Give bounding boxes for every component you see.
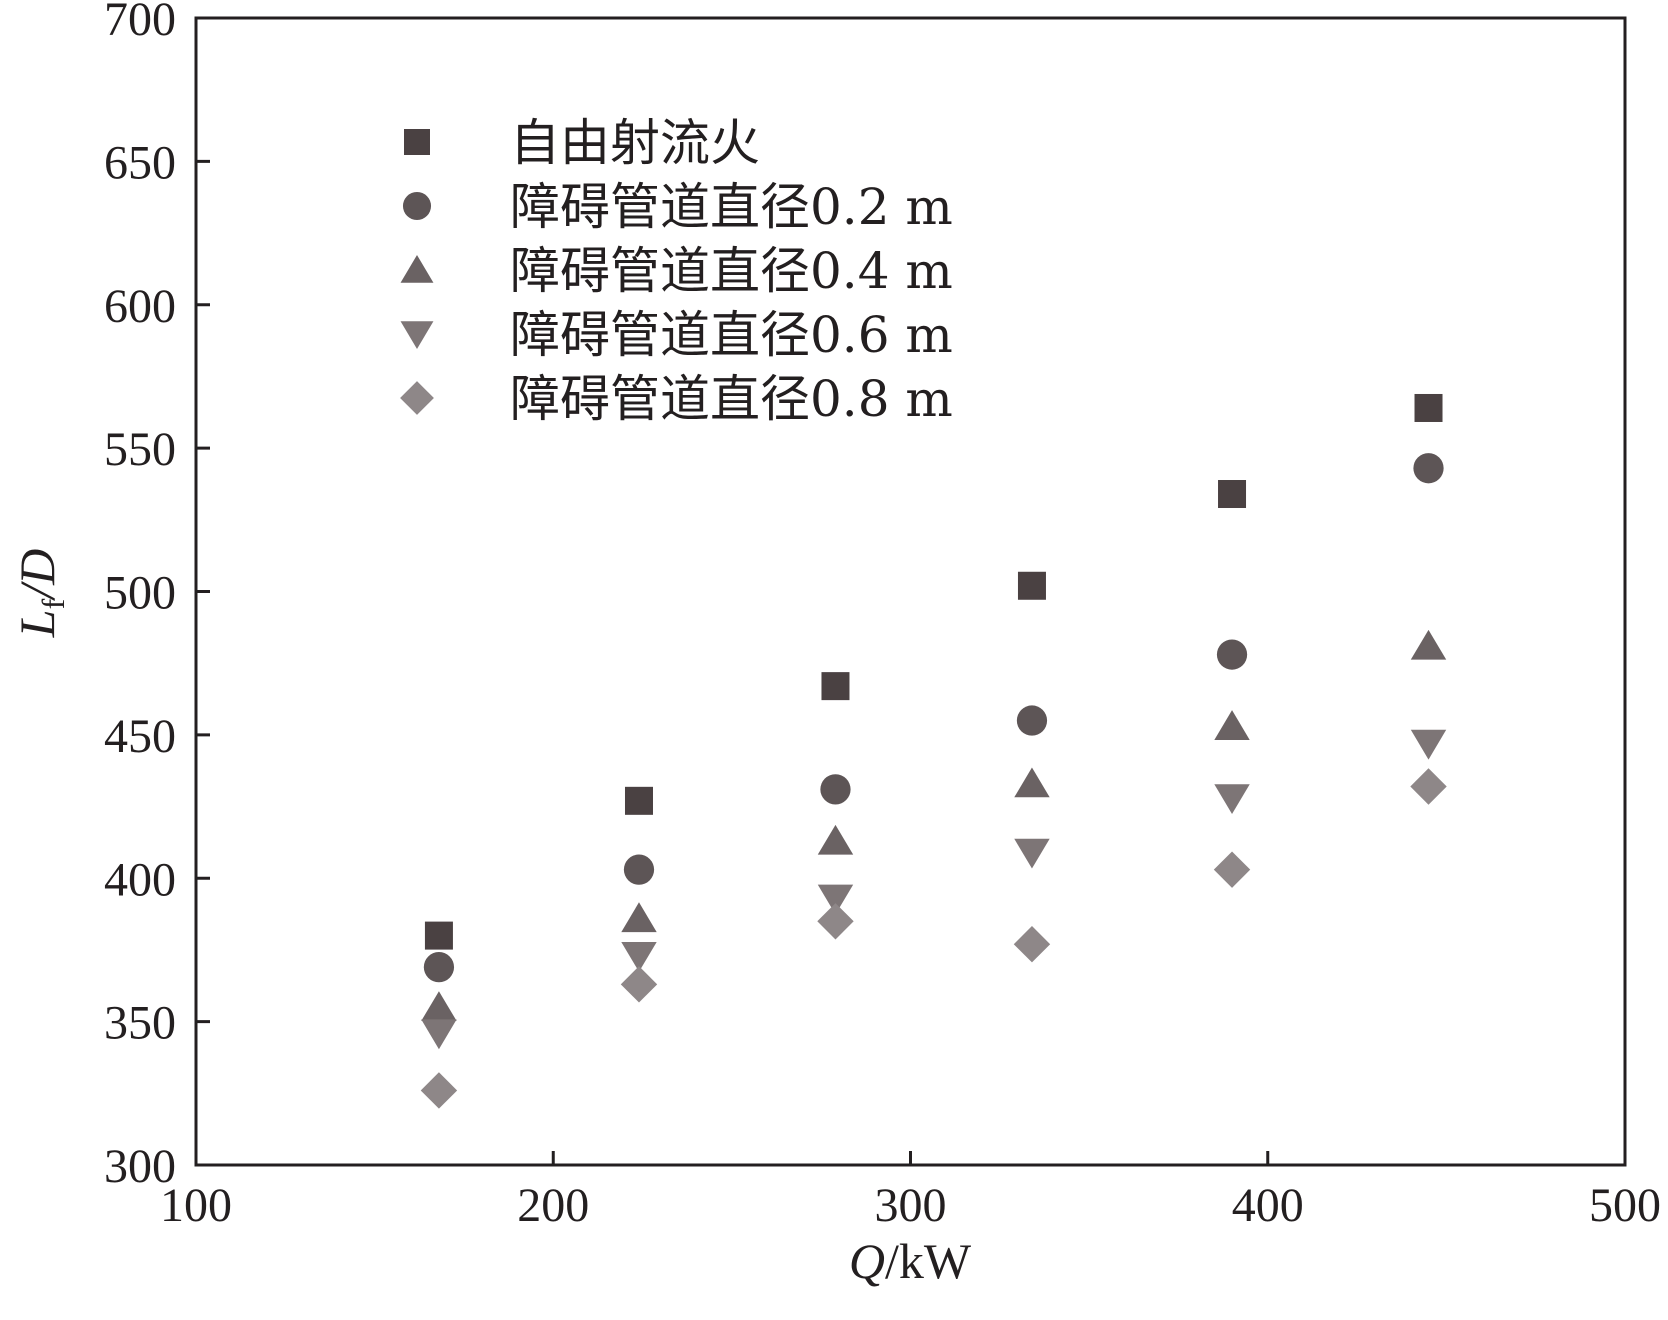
data-point-series-1 <box>624 786 653 815</box>
data-point-series-4 <box>817 884 854 915</box>
data-point-series-1 <box>821 672 850 701</box>
y-tick-label: 300 <box>104 1140 176 1193</box>
x-tick-label: 500 <box>1589 1179 1661 1232</box>
data-markers <box>420 393 1447 1109</box>
data-point-series-3 <box>817 824 854 855</box>
data-point-series-5 <box>620 966 658 1003</box>
data-point-series-3 <box>1214 710 1250 740</box>
y-tick-label: 500 <box>104 567 176 620</box>
x-tick-label: 200 <box>517 1179 589 1232</box>
data-point-series-3 <box>621 902 657 933</box>
data-point-series-1 <box>424 921 453 950</box>
data-point-series-2 <box>1016 705 1048 736</box>
legend-label-4: 障碍管道直径0.6 m <box>510 306 953 364</box>
y-tick-label: 400 <box>104 853 176 906</box>
data-point-series-1 <box>1414 393 1443 422</box>
legend-marker-5 <box>400 381 434 415</box>
x-tick-label: 300 <box>875 1179 947 1232</box>
data-point-series-2 <box>1413 453 1444 484</box>
legend-marker-2 <box>402 191 432 221</box>
y-tick-label: 550 <box>104 423 176 476</box>
data-point-series-5 <box>420 1072 458 1109</box>
data-point-series-3 <box>421 991 457 1021</box>
legend-marker-1 <box>404 129 430 155</box>
legend-label-1: 自由射流火 <box>510 114 760 172</box>
y-tick-label: 600 <box>104 280 176 333</box>
data-point-series-4 <box>621 941 657 972</box>
data-point-series-4 <box>1014 838 1050 869</box>
y-axis-ticks: 300 350 400 450 500 550 600 650 700 <box>104 0 210 1193</box>
data-point-series-3 <box>1014 767 1050 798</box>
data-point-series-2 <box>623 854 655 885</box>
data-point-series-4 <box>1410 729 1447 760</box>
x-tick-label: 400 <box>1232 1179 1304 1232</box>
y-tick-label: 450 <box>104 710 176 763</box>
legend-marker-4 <box>400 321 434 349</box>
legend-label-5: 障碍管道直径0.8 m <box>510 370 953 428</box>
data-point-series-5 <box>1410 768 1447 805</box>
data-point-series-2 <box>820 774 851 805</box>
x-axis-ticks: 100 200 300 400 500 <box>160 1151 1661 1232</box>
x-axis-label: Q/kW <box>849 1233 972 1289</box>
data-point-series-4 <box>1214 784 1250 815</box>
data-point-series-5 <box>817 903 854 940</box>
data-point-series-3 <box>1410 629 1447 660</box>
data-point-series-4 <box>421 1019 457 1050</box>
y-axis-label: Lf/D <box>9 549 71 638</box>
y-tick-label: 350 <box>104 997 176 1050</box>
y-tick-label: 650 <box>104 136 176 189</box>
data-point-series-5 <box>1213 851 1251 888</box>
x-tick-label: 100 <box>160 1179 232 1232</box>
data-point-series-2 <box>1216 639 1248 670</box>
y-tick-label: 700 <box>104 0 176 46</box>
legend-label-3: 障碍管道直径0.4 m <box>510 242 953 300</box>
data-point-series-2 <box>423 952 455 983</box>
data-point-series-1 <box>1218 480 1247 509</box>
data-point-series-1 <box>1017 571 1046 600</box>
legend-label-2: 障碍管道直径0.2 m <box>510 178 953 236</box>
legend-marker-3 <box>400 255 434 283</box>
data-point-series-5 <box>1013 926 1051 963</box>
